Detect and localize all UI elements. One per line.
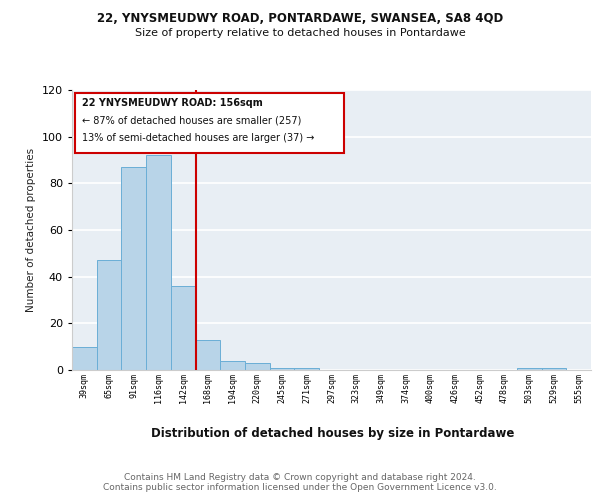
Text: 22 YNYSMEUDWY ROAD: 156sqm: 22 YNYSMEUDWY ROAD: 156sqm [82,98,263,108]
Text: Size of property relative to detached houses in Pontardawe: Size of property relative to detached ho… [134,28,466,38]
Bar [220,360,245,370]
Bar [146,156,171,370]
Bar [542,368,566,370]
Bar [97,260,121,370]
Bar [171,286,196,370]
Bar [517,368,542,370]
Text: 22, YNYSMEUDWY ROAD, PONTARDAWE, SWANSEA, SA8 4QD: 22, YNYSMEUDWY ROAD, PONTARDAWE, SWANSEA… [97,12,503,26]
Bar [196,340,220,370]
Text: ← 87% of detached houses are smaller (257): ← 87% of detached houses are smaller (25… [82,115,302,125]
Bar [121,167,146,370]
Text: Contains public sector information licensed under the Open Government Licence v3: Contains public sector information licen… [103,484,497,492]
Text: Distribution of detached houses by size in Pontardawe: Distribution of detached houses by size … [151,428,515,440]
FancyBboxPatch shape [74,93,344,153]
Bar [245,363,270,370]
Bar [72,346,97,370]
Text: 13% of semi-detached houses are larger (37) →: 13% of semi-detached houses are larger (… [82,134,315,143]
Y-axis label: Number of detached properties: Number of detached properties [26,148,36,312]
Bar [270,368,295,370]
Bar [295,368,319,370]
Text: Contains HM Land Registry data © Crown copyright and database right 2024.: Contains HM Land Registry data © Crown c… [124,472,476,482]
